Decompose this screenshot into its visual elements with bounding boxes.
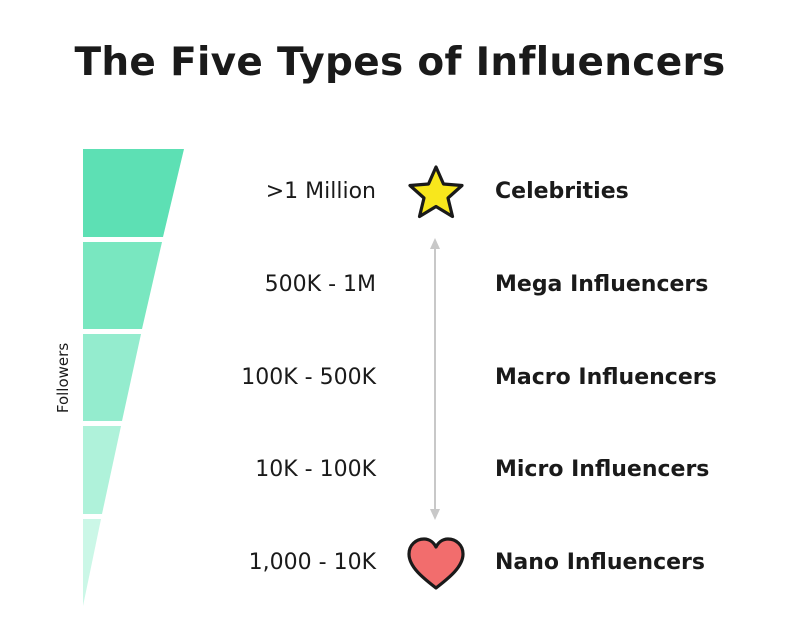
funnel-tier-macro [83, 334, 141, 421]
type-micro: Micro Influencers [495, 457, 710, 482]
range-macro: 100K - 500K [241, 365, 376, 390]
range-mega: 500K - 1M [264, 272, 376, 297]
range-celebrities: >1 Million [265, 179, 376, 204]
type-nano: Nano Influencers [495, 550, 705, 575]
type-celebrities: Celebrities [495, 179, 629, 204]
funnel-tier-nano [83, 519, 101, 606]
star-icon [408, 165, 464, 219]
funnel-tier-celebrities [83, 149, 184, 237]
type-mega: Mega Influencers [495, 272, 709, 297]
range-nano: 1,000 - 10K [248, 550, 376, 575]
heart-icon [407, 537, 465, 590]
range-micro: 10K - 100K [255, 457, 376, 482]
funnel-tier-mega [83, 242, 162, 329]
page-title: The Five Types of Influencers [74, 40, 726, 85]
funnel-tier-micro [83, 426, 121, 514]
type-macro: Macro Influencers [495, 365, 717, 390]
